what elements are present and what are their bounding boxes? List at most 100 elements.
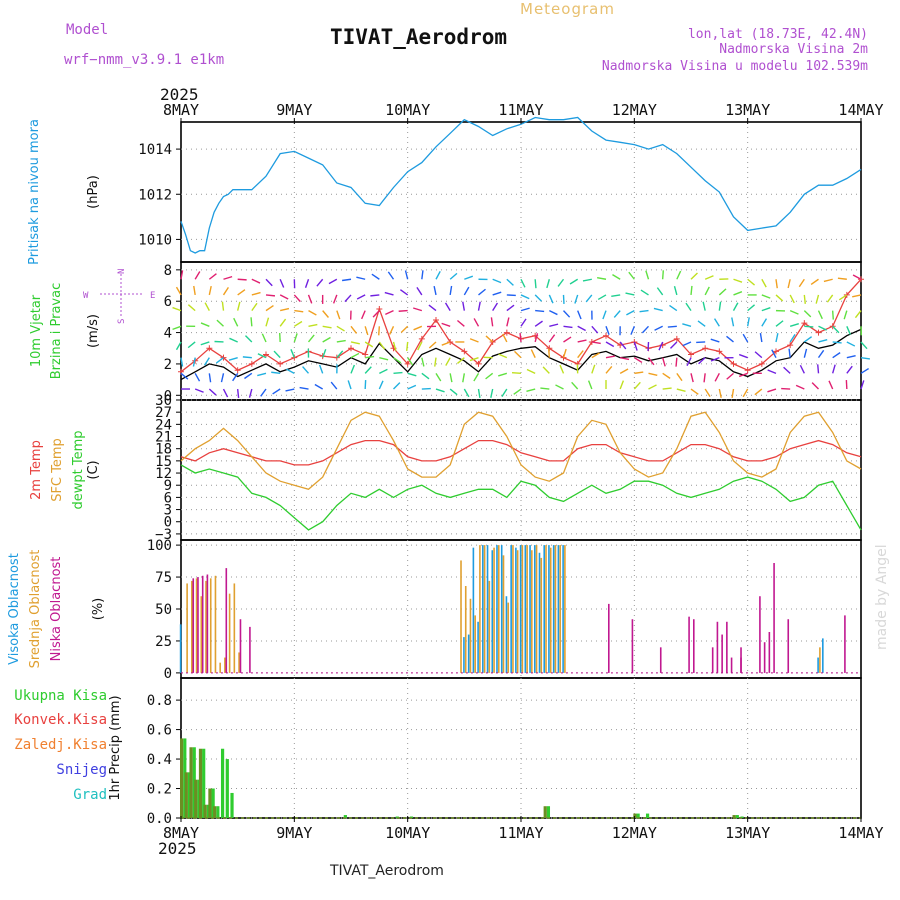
wind-arrow [846,341,856,347]
bar-cloud-0 [467,634,470,673]
wind-arrow [605,341,615,348]
wind-arrow [702,301,706,311]
wind-arrow [208,388,217,396]
bar-cloud-0 [482,545,484,673]
wind-arrow [404,270,409,280]
wind-arrow [220,373,225,383]
wind-arrow [379,356,389,361]
wind-arrow [473,318,480,327]
wind-arrow [817,310,823,320]
xtick-label-top: 10MAY [385,101,430,119]
wind-arrow [662,372,671,379]
wind-arrow [746,317,750,327]
wind-arrow [832,352,841,359]
ylabel-pressure: Pritisak na nivou mora [27,119,42,265]
bar-cloud-2 [225,568,228,673]
bar-cloud-2 [711,647,714,673]
year-bottom: 2025 [158,839,197,858]
wind-arrow [308,310,317,316]
wind-arrow [350,325,358,334]
ytick-label-cloud: 50 [155,602,172,618]
series-line-temp-0 [180,439,862,466]
bar-precip-0 [546,806,551,818]
bar-cloud-1 [479,545,481,673]
wind-arrow [548,334,556,343]
gust-marker [418,335,425,342]
ytick-label-wind: 8 [164,263,172,279]
wind-arrow [803,310,812,318]
wind-arrow [852,274,862,280]
legend-zaledj-kisa: Zaledj.Kisa [14,737,107,753]
compass-n: N [117,269,127,274]
wind-arrow [435,388,445,393]
wind-arrow [591,352,600,359]
wind-arrow [838,294,848,301]
wind-arrow [293,294,301,303]
wind-arrow [718,388,722,398]
bar-cloud-3 [693,619,695,673]
bar-cloud-1 [488,580,491,673]
wind-arrow [463,388,470,398]
ytick-label-wind: 2 [164,357,172,373]
bar-cloud-1 [512,545,514,673]
wind-arrow [473,372,480,382]
gust-marker [787,342,794,349]
gust-marker [333,354,340,361]
wind-arrow [718,301,722,311]
xtick-label-top: 14MAY [838,101,883,119]
meteogram-label: Meteogram [520,0,615,18]
wind-arrow [435,372,442,382]
wind-arrow [456,357,465,364]
wind-arrow [563,325,573,329]
wind-arrow [656,287,664,296]
bar-cloud-1 [554,545,557,673]
gust-marker [702,345,709,352]
bar-cloud-1 [464,586,467,673]
wind-arrow [449,373,453,383]
bar-precip-0 [343,815,347,818]
wind-arrow [462,301,466,311]
wind-arrow [378,326,381,336]
wind-arrow [322,336,331,343]
bar-precip-1 [732,815,736,818]
legend-snijeg: Snijeg [56,762,107,778]
wind-arrow [832,325,840,334]
unit-label-cloud: (%) [91,598,106,621]
bar-cloud-3 [759,596,761,673]
wind-arrow [733,291,743,296]
gust-marker [489,338,496,345]
wind-arrow [775,294,784,302]
ytick-label-precip: 0.8 [147,693,172,709]
bar-precip-1 [633,813,637,818]
wind-arrow [330,381,338,390]
compass-e: E [150,291,155,301]
ylabel-cloud: Niska Oblacnost [49,557,64,662]
wind-arrow [620,356,630,361]
wind-arrow [658,341,664,351]
wind-arrow [860,356,871,360]
bar-cloud-2 [192,578,195,673]
series-line-temp-2 [180,464,862,531]
wind-arrow [555,384,564,390]
wind-arrow [384,291,394,296]
wind-arrow [271,371,281,375]
wind-arrow [172,325,182,331]
wind-arrow [506,278,514,286]
lonlat-text: lon,lat (18.73E, 42.4N) [688,27,868,42]
bar-cloud-1 [474,615,476,673]
wind-arrow [421,357,425,367]
gust-marker [730,360,737,367]
ytick-label-temp: 15 [155,454,172,470]
ytick-label-cloud: 75 [155,570,172,586]
bar-precip-1 [184,772,188,818]
ytick-label-pressure: 1010 [138,232,172,248]
gust-marker [829,323,836,330]
wind-arrow [265,305,274,312]
model-name: wrf−nmm_v3.9.1 e1km [64,52,224,68]
wind-arrow [370,294,380,297]
bar-cloud-0 [463,637,465,673]
bar-precip-1 [194,779,198,818]
bar-cloud-3 [773,563,775,673]
wind-arrow [667,325,677,328]
ytick-label-pressure: 1014 [138,142,172,158]
